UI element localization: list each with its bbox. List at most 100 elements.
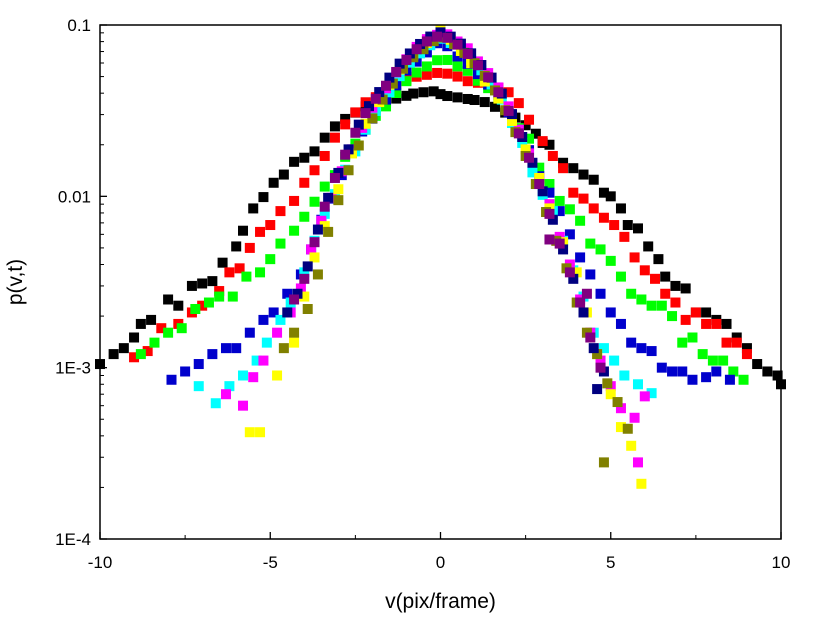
data-point (707, 355, 718, 366)
data-point (323, 192, 334, 203)
data-point (299, 267, 310, 278)
data-point (598, 187, 609, 198)
data-point (667, 366, 678, 377)
x-tick-label: 10 (772, 553, 791, 572)
data-point (520, 144, 531, 155)
series-10 (289, 31, 606, 373)
data-point (452, 61, 463, 72)
data-point (340, 119, 351, 130)
data-point (527, 167, 538, 178)
data-point (306, 244, 317, 255)
data-point (224, 381, 235, 392)
data-point (738, 374, 749, 385)
data-point (472, 60, 483, 71)
data-point (701, 318, 712, 329)
data-point (452, 51, 463, 62)
data-point (244, 327, 255, 338)
data-point (193, 381, 204, 392)
data-point (612, 397, 623, 408)
data-point (302, 261, 313, 272)
data-point (241, 271, 252, 282)
data-point (258, 314, 269, 325)
data-point (534, 179, 545, 190)
data-point (711, 366, 722, 377)
data-point (489, 101, 500, 112)
data-point (418, 44, 429, 55)
data-point (299, 291, 310, 302)
data-point (118, 343, 129, 354)
data-point (564, 267, 575, 278)
data-point (316, 215, 327, 226)
data-point (186, 280, 197, 291)
data-point (493, 93, 504, 104)
data-point (615, 203, 626, 214)
data-point (534, 172, 545, 183)
data-point (275, 314, 286, 325)
data-point (203, 297, 214, 308)
data-point (476, 65, 487, 76)
data-point (622, 423, 633, 434)
data-point (632, 223, 643, 234)
data-point (701, 307, 712, 318)
data-point (268, 177, 279, 188)
data-point (605, 389, 616, 400)
data-point (544, 139, 555, 150)
data-point (581, 288, 592, 299)
data-point (309, 165, 320, 176)
data-point (299, 152, 310, 163)
data-point (146, 314, 157, 325)
data-point (135, 349, 146, 360)
data-point (289, 225, 300, 236)
data-point (333, 184, 344, 195)
data-point (333, 195, 344, 206)
plot-area (95, 25, 786, 489)
data-point (272, 370, 283, 381)
data-point (248, 372, 259, 383)
data-point (350, 107, 361, 118)
data-point (435, 89, 446, 100)
data-point (479, 97, 490, 108)
data-point (615, 318, 626, 329)
x-axis-title: v(pix/frame) (385, 590, 496, 613)
data-point (741, 343, 752, 354)
data-point (520, 120, 531, 131)
data-point (690, 307, 701, 318)
data-point (595, 355, 606, 366)
data-point (578, 169, 589, 180)
data-point (636, 343, 647, 354)
data-point (547, 214, 558, 225)
data-point (677, 366, 688, 377)
data-point (578, 193, 589, 204)
data-point (289, 337, 300, 348)
data-point (319, 208, 330, 219)
data-point (309, 237, 320, 248)
y-tick-label: 0.1 (67, 16, 91, 35)
data-point (701, 372, 712, 383)
data-point (367, 113, 378, 124)
data-point (558, 163, 569, 174)
data-point (636, 478, 647, 489)
data-point (656, 362, 667, 373)
data-point (248, 203, 259, 214)
data-point (289, 327, 300, 338)
data-point (421, 36, 432, 47)
data-point (319, 221, 330, 232)
data-point (401, 90, 412, 101)
data-point (299, 273, 310, 284)
data-point (605, 255, 616, 266)
data-point (295, 283, 306, 294)
data-point (432, 55, 443, 66)
data-point (752, 359, 763, 370)
y-tick-label: 0.01 (58, 187, 91, 206)
data-point (193, 359, 204, 370)
data-point (299, 177, 310, 188)
data-point (472, 75, 483, 86)
data-point (639, 265, 650, 276)
data-point (639, 391, 650, 402)
data-point (278, 169, 289, 180)
data-point (592, 349, 603, 360)
data-point (564, 204, 575, 215)
data-point (636, 294, 647, 305)
data-point (217, 257, 228, 268)
data-point (289, 195, 300, 206)
